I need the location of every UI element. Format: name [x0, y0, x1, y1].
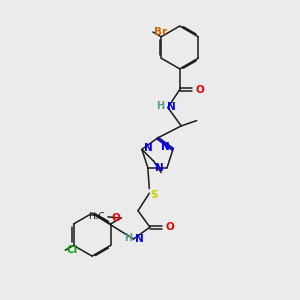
Text: N: N — [135, 234, 144, 244]
Text: N: N — [144, 143, 153, 153]
Text: N: N — [167, 102, 176, 112]
Text: N: N — [161, 142, 170, 152]
Text: O: O — [111, 213, 120, 223]
Text: S: S — [150, 190, 158, 200]
Text: Cl: Cl — [67, 245, 78, 255]
Text: H: H — [124, 233, 132, 243]
Text: Br: Br — [154, 27, 168, 37]
Text: O: O — [165, 222, 174, 232]
Text: H: H — [156, 101, 164, 111]
Text: O: O — [195, 85, 204, 95]
Text: N: N — [155, 163, 164, 173]
Text: H₃C: H₃C — [88, 212, 105, 221]
